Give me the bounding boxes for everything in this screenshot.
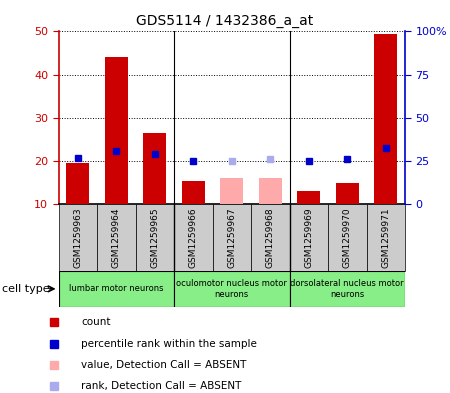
Bar (58, 204, 97, 271)
Text: GSM1259971: GSM1259971 (381, 208, 390, 268)
Bar (66, 163, 89, 204)
Text: value, Detection Call = ABSENT: value, Detection Call = ABSENT (81, 360, 247, 370)
Text: rank, Detection Call = ABSENT: rank, Detection Call = ABSENT (81, 381, 241, 391)
Bar (135, 204, 174, 271)
Bar (366, 204, 405, 271)
Text: GSM1259969: GSM1259969 (304, 208, 313, 268)
Text: percentile rank within the sample: percentile rank within the sample (81, 339, 257, 349)
Text: GSM1259970: GSM1259970 (343, 208, 352, 268)
Bar (220, 178, 243, 204)
Bar (58, 271, 174, 307)
Text: GSM1259968: GSM1259968 (266, 208, 275, 268)
Text: GSM1259964: GSM1259964 (112, 208, 121, 268)
Bar (212, 204, 251, 271)
Text: dorsolateral nucleus motor
neurons: dorsolateral nucleus motor neurons (290, 279, 404, 299)
Text: GSM1259965: GSM1259965 (150, 208, 159, 268)
Text: cell type: cell type (2, 284, 49, 294)
Text: oculomotor nucleus motor
neurons: oculomotor nucleus motor neurons (176, 279, 287, 299)
Text: lumbar motor neurons: lumbar motor neurons (69, 285, 163, 293)
Bar (374, 34, 397, 204)
Bar (174, 204, 212, 271)
Bar (105, 57, 128, 204)
Bar (328, 204, 366, 271)
Bar (289, 271, 405, 307)
Text: count: count (81, 317, 111, 327)
Bar (182, 181, 205, 204)
Text: GDS5114 / 1432386_a_at: GDS5114 / 1432386_a_at (136, 14, 314, 28)
Bar (251, 204, 289, 271)
Text: GSM1259967: GSM1259967 (227, 208, 236, 268)
Bar (289, 204, 328, 271)
Bar (143, 133, 166, 204)
Bar (297, 191, 320, 204)
Text: GSM1259963: GSM1259963 (73, 208, 82, 268)
Bar (336, 183, 359, 204)
Text: GSM1259966: GSM1259966 (189, 208, 198, 268)
Bar (174, 271, 289, 307)
Bar (97, 204, 135, 271)
Bar (259, 178, 282, 204)
